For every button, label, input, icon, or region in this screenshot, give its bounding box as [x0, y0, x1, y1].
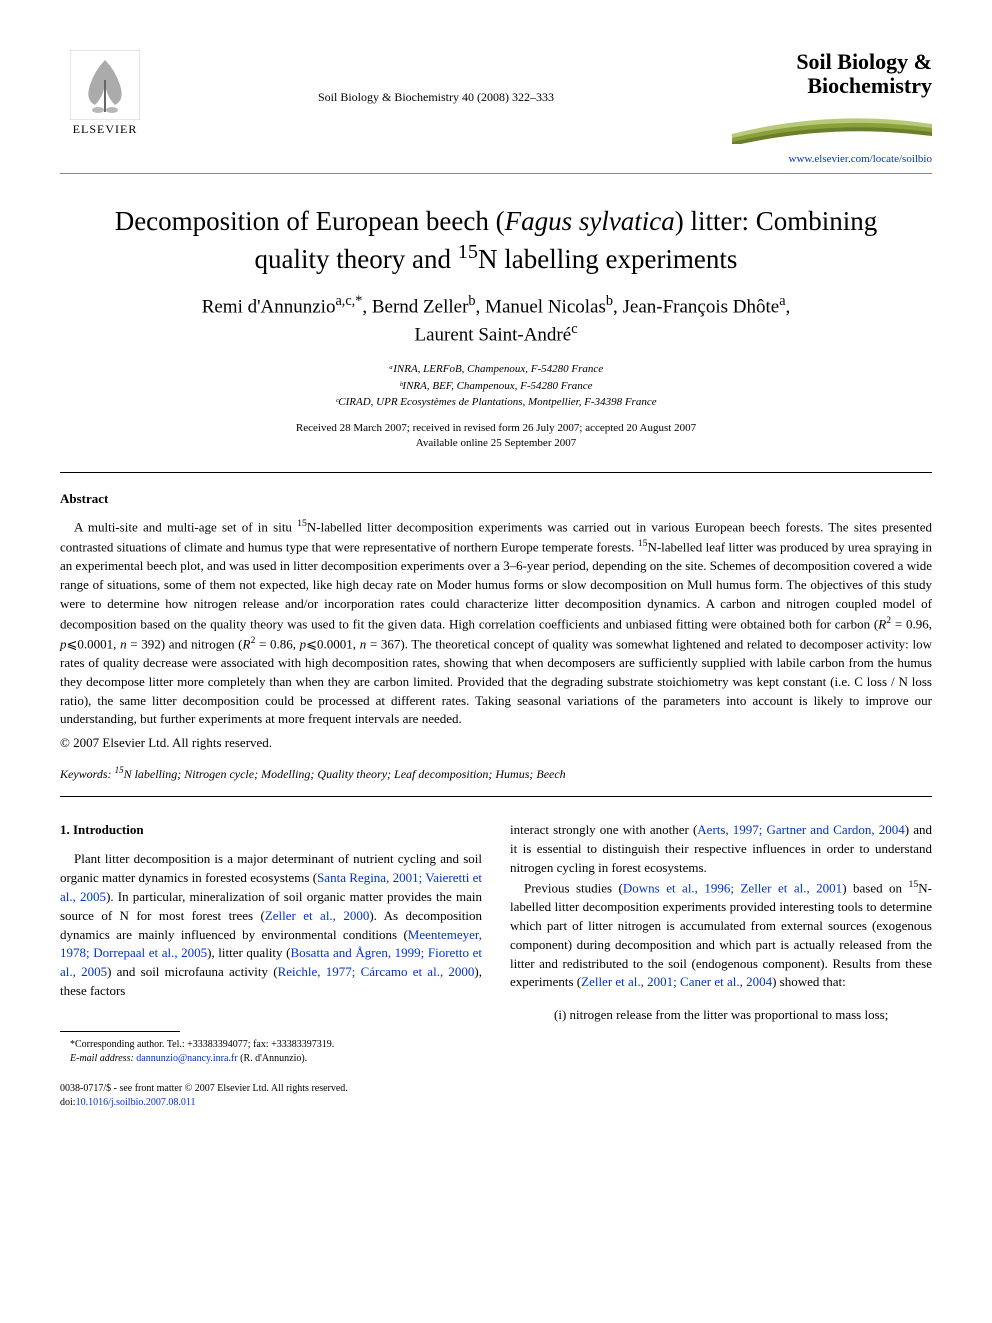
right-column: interact strongly one with another (Aert…: [510, 821, 932, 1066]
article-title: Decomposition of European beech (Fagus s…: [60, 204, 932, 277]
citation-link[interactable]: Zeller et al., 2000: [265, 908, 370, 923]
footnotes: *Corresponding author. Tel.: +3338339407…: [60, 1038, 482, 1066]
abstract-copyright: © 2007 Elsevier Ltd. All rights reserved…: [60, 735, 932, 751]
footer-left: 0038-0717/$ - see front matter © 2007 El…: [60, 1082, 482, 1110]
abstract-bottom-rule: [60, 796, 932, 797]
list-item-i: (i) nitrogen release from the litter was…: [510, 1006, 932, 1025]
journal-branding: Soil Biology & Biochemistry www.elsevier…: [722, 50, 932, 165]
footer-row: 0038-0717/$ - see front matter © 2007 El…: [60, 1082, 932, 1110]
header-rule: [60, 173, 932, 174]
doi-link[interactable]: 10.1016/j.soilbio.2007.08.011: [76, 1097, 196, 1108]
citation-link[interactable]: Reichle, 1977; Cárcamo et al., 2000: [278, 964, 475, 979]
citation-link[interactable]: Aerts, 1997; Gartner and Cardon, 2004: [697, 822, 905, 837]
journal-url[interactable]: www.elsevier.com/locate/soilbio: [722, 153, 932, 165]
abstract-heading: Abstract: [60, 491, 932, 507]
journal-citation: Soil Biology & Biochemistry 40 (2008) 32…: [150, 50, 722, 105]
intro-paragraph-2: Previous studies (Downs et al., 1996; Ze…: [510, 878, 932, 992]
left-column: 1. Introduction Plant litter decompositi…: [60, 821, 482, 1066]
abstract-top-rule: [60, 472, 932, 473]
elsevier-tree-icon: [70, 50, 140, 120]
publisher-name: ELSEVIER: [73, 122, 138, 137]
header-row: ELSEVIER Soil Biology & Biochemistry 40 …: [60, 50, 932, 165]
footer-right: [510, 1082, 932, 1110]
doi-line: doi:10.1016/j.soilbio.2007.08.011: [60, 1096, 482, 1110]
journal-name: Soil Biology & Biochemistry: [722, 50, 932, 98]
intro-paragraph-1: Plant litter decomposition is a major de…: [60, 850, 482, 1001]
citation-link[interactable]: Zeller et al., 2001; Caner et al., 2004: [581, 974, 772, 989]
journal-swoosh-icon: [732, 104, 932, 144]
article-history: Received 28 March 2007; received in revi…: [60, 421, 932, 452]
citation-link[interactable]: Downs et al., 1996; Zeller et al., 2001: [623, 880, 842, 895]
publisher-logo: ELSEVIER: [60, 50, 150, 137]
body-columns: 1. Introduction Plant litter decompositi…: [60, 821, 932, 1066]
issn-line: 0038-0717/$ - see front matter © 2007 El…: [60, 1082, 482, 1096]
intro-paragraph-1-cont: interact strongly one with another (Aert…: [510, 821, 932, 878]
section-heading-intro: 1. Introduction: [60, 821, 482, 840]
affiliations: ᵃINRA, LERFoB, Champenoux, F-54280 Franc…: [60, 361, 932, 411]
keywords: Keywords: 15N labelling; Nitrogen cycle;…: [60, 765, 932, 782]
authors: Remi d'Annunzioa,c,*, Bernd Zellerb, Man…: [60, 292, 932, 350]
email-link[interactable]: dannunzio@nancy.inra.fr: [136, 1053, 237, 1064]
abstract-body: A multi-site and multi-age set of in sit…: [60, 517, 932, 730]
footnote-rule: [60, 1031, 180, 1032]
corresponding-author: *Corresponding author. Tel.: +3338339407…: [60, 1038, 482, 1052]
email-line: E-mail address: dannunzio@nancy.inra.fr …: [60, 1052, 482, 1066]
